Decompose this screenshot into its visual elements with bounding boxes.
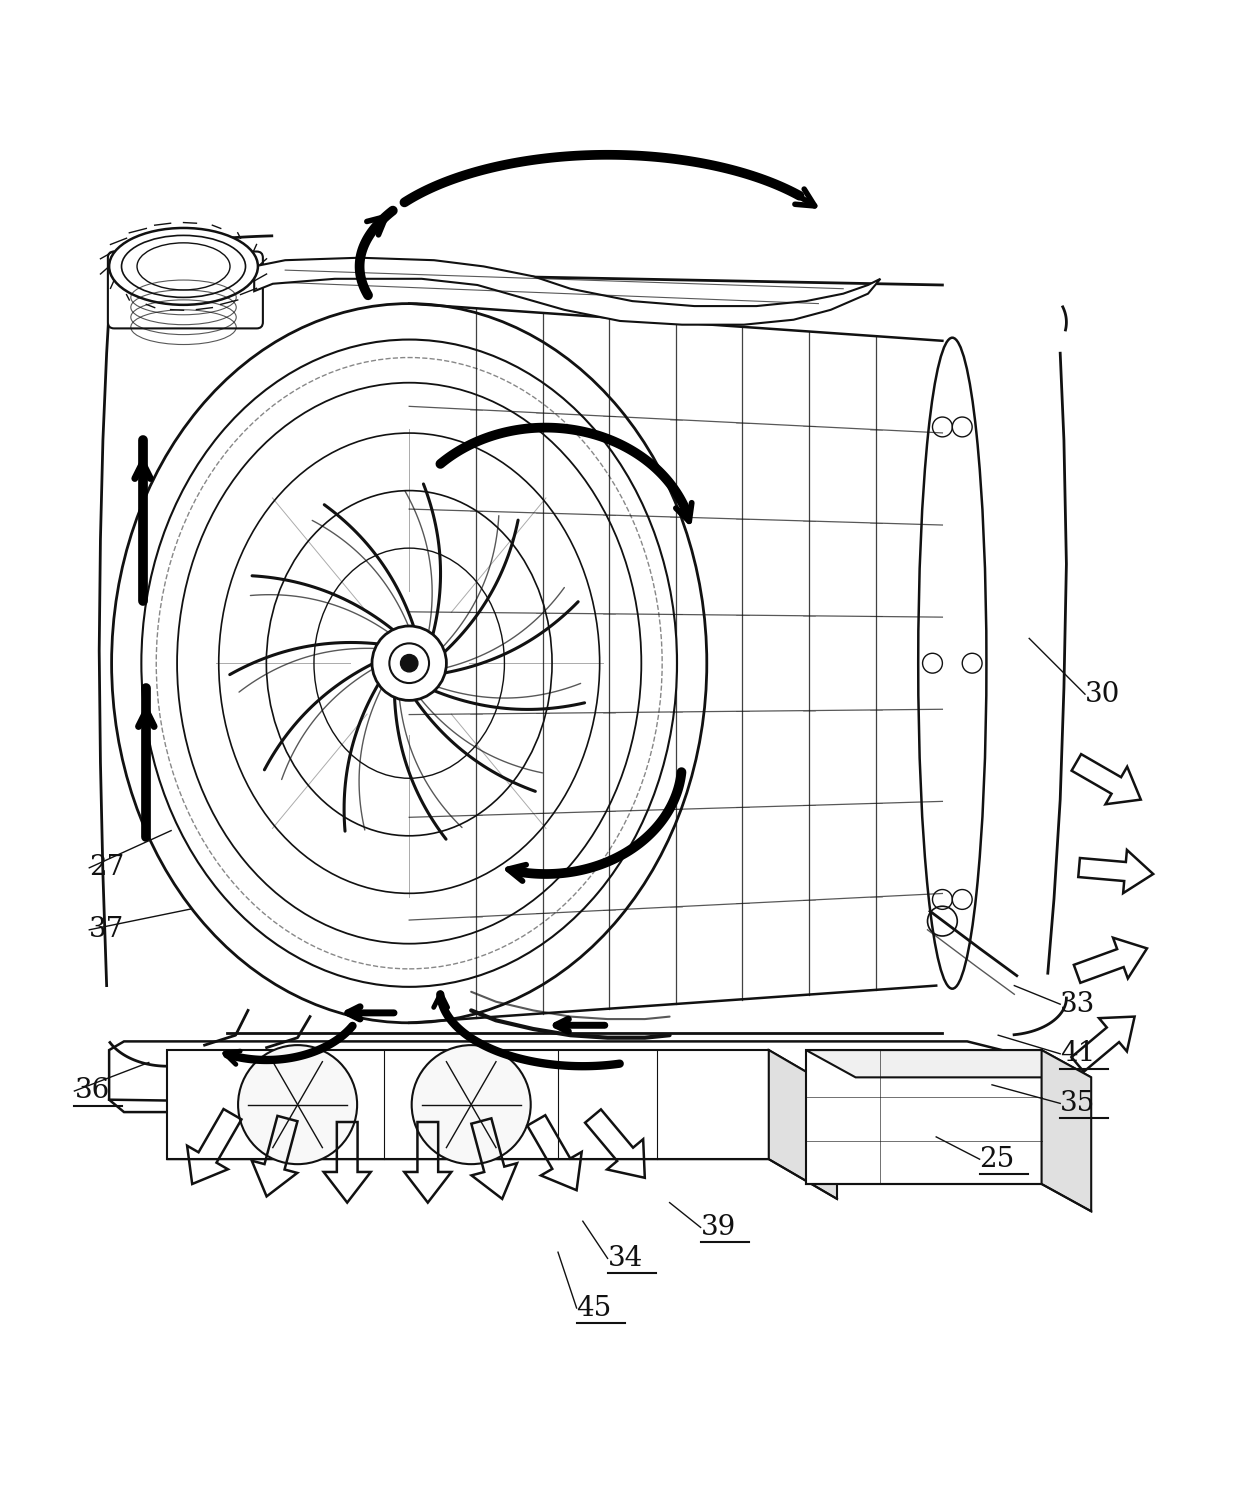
Text: 30: 30 xyxy=(1085,681,1121,708)
Circle shape xyxy=(389,644,429,682)
FancyBboxPatch shape xyxy=(108,252,263,328)
Text: 27: 27 xyxy=(89,855,125,882)
Text: 41: 41 xyxy=(1060,1041,1096,1068)
Circle shape xyxy=(238,1046,357,1164)
Circle shape xyxy=(401,654,418,672)
Ellipse shape xyxy=(918,338,987,989)
Polygon shape xyxy=(769,1050,837,1199)
Text: 37: 37 xyxy=(89,916,125,944)
Polygon shape xyxy=(806,1050,1091,1077)
Polygon shape xyxy=(1042,1050,1091,1212)
Text: 39: 39 xyxy=(701,1214,735,1240)
Polygon shape xyxy=(167,1050,769,1160)
Polygon shape xyxy=(806,1050,1042,1184)
Text: 34: 34 xyxy=(608,1245,642,1272)
Polygon shape xyxy=(254,258,880,324)
Text: 36: 36 xyxy=(74,1077,109,1104)
Text: 33: 33 xyxy=(1060,990,1095,1017)
Text: 35: 35 xyxy=(1060,1090,1095,1118)
Polygon shape xyxy=(109,1041,1042,1112)
Ellipse shape xyxy=(109,228,258,304)
Circle shape xyxy=(412,1046,531,1164)
Text: 25: 25 xyxy=(980,1146,1014,1173)
Circle shape xyxy=(372,626,446,701)
Text: 45: 45 xyxy=(577,1294,611,1322)
Polygon shape xyxy=(167,1050,837,1090)
